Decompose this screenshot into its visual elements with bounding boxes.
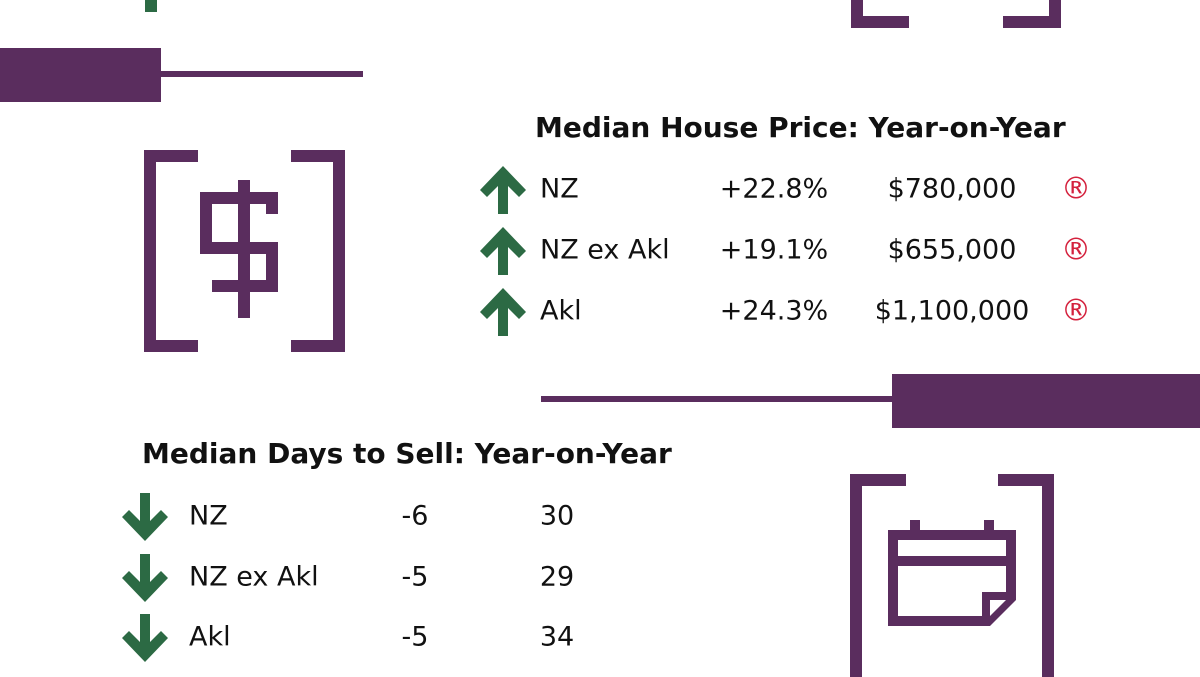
change: -5 [402, 622, 429, 653]
row-label: Akl [189, 622, 231, 653]
table-title: Median Days to Sell: Year-on-Year [142, 437, 672, 470]
arrow-up [480, 166, 526, 214]
decor-bar [892, 374, 1200, 428]
arrow-up [480, 227, 526, 275]
decor-bracket-top [851, 0, 1061, 28]
days: 30 [540, 501, 574, 532]
row-label: NZ [540, 174, 579, 205]
change: -5 [402, 562, 429, 593]
price: $780,000 [888, 174, 1017, 205]
days-rows: NZ -6 30 NZ ex Akl -5 29 Akl -5 34 [122, 493, 574, 662]
decor-bar [0, 48, 161, 102]
price-rows: NZ +22.8% $780,000 ® NZ ex Akl +19.1% $655,000… [480, 166, 1091, 336]
arrow-down [122, 614, 168, 662]
change: +24.3% [720, 296, 828, 327]
change: -6 [402, 501, 429, 532]
days: 29 [540, 562, 574, 593]
days: 34 [540, 622, 574, 653]
change: +22.8% [720, 174, 828, 205]
decor-line [161, 71, 363, 77]
registered-mark: ® [1061, 233, 1091, 268]
row-label: NZ ex Akl [189, 562, 319, 593]
calendar-icon [850, 474, 1054, 677]
decor-line [541, 396, 893, 402]
row-label: Akl [540, 296, 582, 327]
row-label: NZ [189, 501, 228, 532]
price: $1,100,000 [875, 296, 1030, 327]
arrow-up [480, 288, 526, 336]
table-title: Median House Price: Year-on-Year [535, 111, 1066, 144]
row-label: NZ ex Akl [540, 235, 670, 266]
decorations [0, 0, 1200, 428]
arrow-down [122, 493, 168, 541]
registered-mark: ® [1061, 172, 1091, 207]
change: +19.1% [720, 235, 828, 266]
arrow-down [122, 554, 168, 602]
dollar-icon [144, 150, 345, 352]
price: $655,000 [888, 235, 1017, 266]
decor-green [145, 0, 157, 12]
registered-mark: ® [1061, 294, 1091, 329]
